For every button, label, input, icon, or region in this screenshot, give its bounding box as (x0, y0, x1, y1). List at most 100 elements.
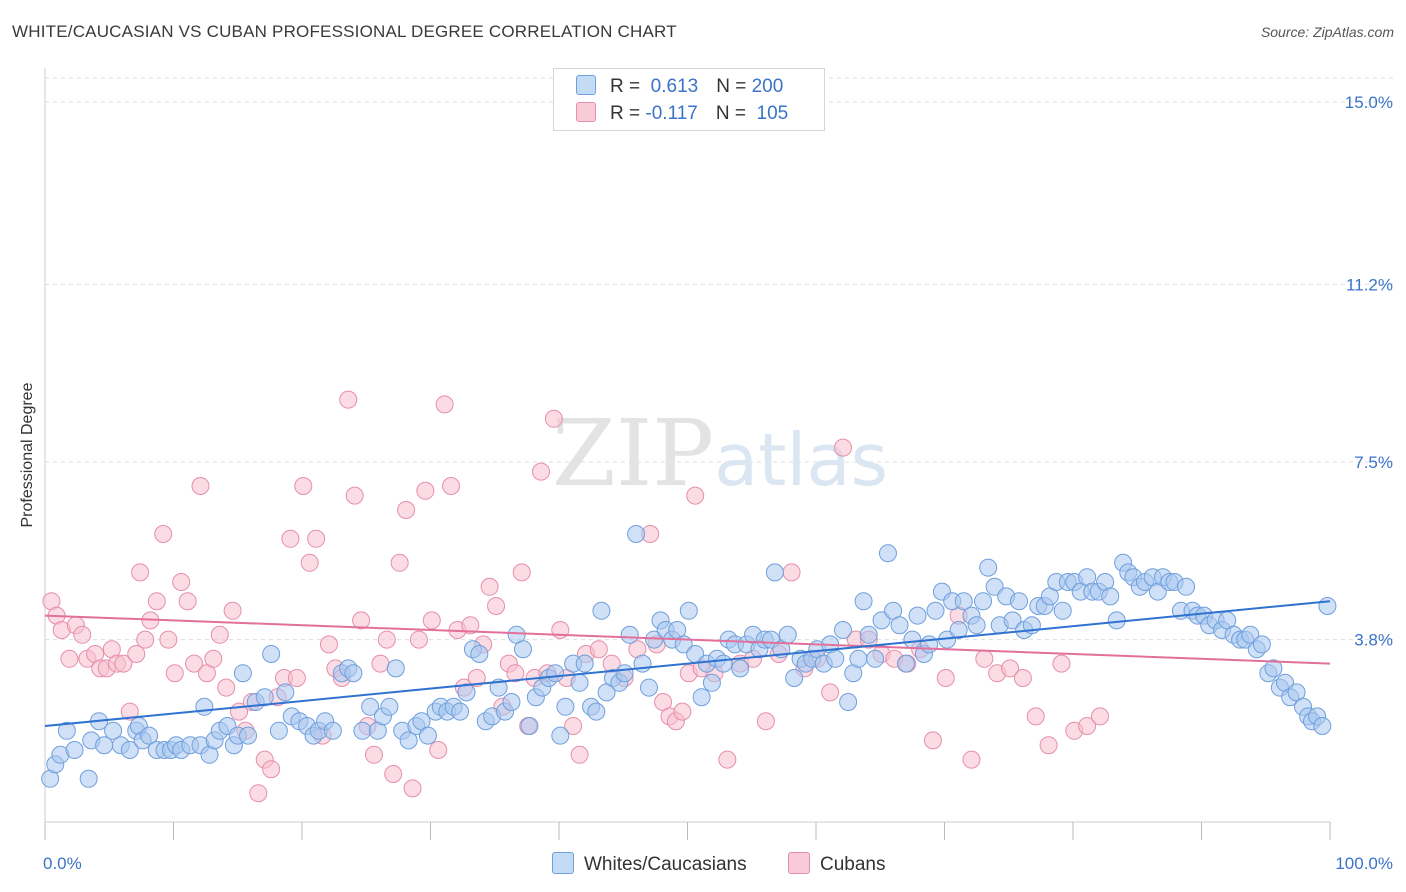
whites-point (587, 702, 606, 721)
whites-point (592, 601, 611, 620)
cubans-point (154, 525, 173, 543)
whites-point (1264, 659, 1283, 678)
whites-point (353, 721, 372, 740)
cubans-point (345, 486, 364, 505)
cubans-point (191, 477, 210, 495)
whites-point (269, 721, 288, 740)
whites-point (556, 697, 575, 716)
cubans-point (975, 649, 994, 668)
cubans-point (223, 601, 242, 620)
cubans-point (1013, 669, 1032, 687)
whites-point (418, 726, 437, 745)
cubans-point (262, 760, 281, 779)
cubans-point (467, 669, 486, 687)
cubans-point (422, 611, 441, 630)
axes (44, 68, 1331, 840)
cubans-point (249, 784, 268, 803)
cubans-point (300, 553, 319, 572)
whites-point (679, 601, 698, 620)
whites-point (866, 649, 885, 668)
whites-point (1177, 577, 1196, 596)
whites-point (575, 654, 594, 673)
whites-point (979, 558, 998, 577)
whites-point (470, 645, 489, 663)
legend-n-value-cubans: 105 (756, 103, 789, 124)
whites-point (451, 702, 470, 721)
whites-point (896, 654, 915, 673)
whites-point (140, 726, 159, 745)
cubans-point (962, 750, 981, 769)
whites-point (731, 659, 750, 678)
cubans-point (294, 477, 313, 495)
cubans-point (178, 592, 197, 611)
legend-row-whites: R = 0.613 N = 200 (576, 75, 783, 99)
whites-point (344, 664, 363, 683)
whites-point (546, 664, 565, 683)
whites-point (255, 688, 274, 707)
y-tick-label: 15.0% (1345, 93, 1393, 112)
whites-point (785, 669, 804, 687)
cubans-point (1039, 736, 1058, 755)
whites-point (361, 697, 380, 716)
cubans-point (512, 563, 531, 582)
whites-point (79, 769, 98, 788)
whites-point (920, 635, 939, 654)
legend-r-label: R = (610, 76, 641, 97)
x-tick-label-max: 100.0% (1335, 854, 1393, 873)
cubans-point (564, 717, 583, 735)
watermark: ZIPatlas (552, 400, 888, 507)
cubans-point (782, 563, 801, 582)
whites-point (120, 741, 139, 759)
chart-title: WHITE/CAUCASIAN VS CUBAN PROFESSIONAL DE… (12, 22, 677, 41)
cubans-point (409, 630, 428, 649)
cubans-trend-line (44, 614, 1331, 665)
legend-r-label: R = (610, 103, 641, 124)
whites-point (1313, 717, 1332, 735)
cubans-point (281, 529, 300, 548)
cubans-point (131, 563, 150, 582)
cubans-point (390, 553, 409, 572)
cubans-point (185, 654, 204, 673)
whites-point (1010, 592, 1029, 611)
whites-point (714, 654, 733, 673)
whites-points (41, 525, 1337, 788)
whites-point (859, 625, 878, 644)
y-tick-label: 3.8% (1354, 631, 1393, 650)
whites-point (967, 616, 986, 635)
cubans-point (821, 683, 840, 702)
whites-trend-line (44, 600, 1331, 727)
whites-point (849, 649, 868, 668)
cubans-point (756, 712, 775, 731)
whites-point (1252, 635, 1271, 654)
whites-point (826, 649, 845, 668)
whites-point (985, 577, 1004, 596)
legend-n-value-whites: 200 (751, 76, 784, 97)
whites-point (765, 563, 784, 582)
cubans-point (172, 573, 191, 591)
cubans-point (364, 745, 383, 764)
whites-point (974, 592, 993, 611)
whites-point (778, 625, 797, 644)
y-tick-labels: 3.8% 7.5% 11.2% 15.0% (1345, 93, 1393, 650)
series-legend-whites: Whites/Caucasians (552, 852, 747, 876)
cubans-point (217, 678, 236, 697)
cubans-point (73, 625, 92, 644)
whites-point (639, 678, 658, 697)
trend-lines (44, 600, 1331, 727)
whites-point (104, 721, 123, 740)
legend-swatch-whites (576, 75, 596, 95)
cubans-point (1052, 654, 1071, 673)
cubans-points (42, 390, 1109, 803)
legend-n-label: N = (715, 103, 746, 124)
whites-point (386, 659, 405, 678)
cubans-point (371, 654, 390, 673)
whites-point (502, 693, 521, 711)
cubans-point (718, 750, 737, 769)
cubans-point (352, 611, 371, 630)
whites-point (262, 645, 281, 663)
watermark-atlas: atlas (714, 418, 888, 502)
cubans-point (204, 649, 223, 668)
cubans-point (339, 390, 358, 409)
cubans-point (60, 649, 79, 668)
cubans-point (165, 664, 184, 683)
